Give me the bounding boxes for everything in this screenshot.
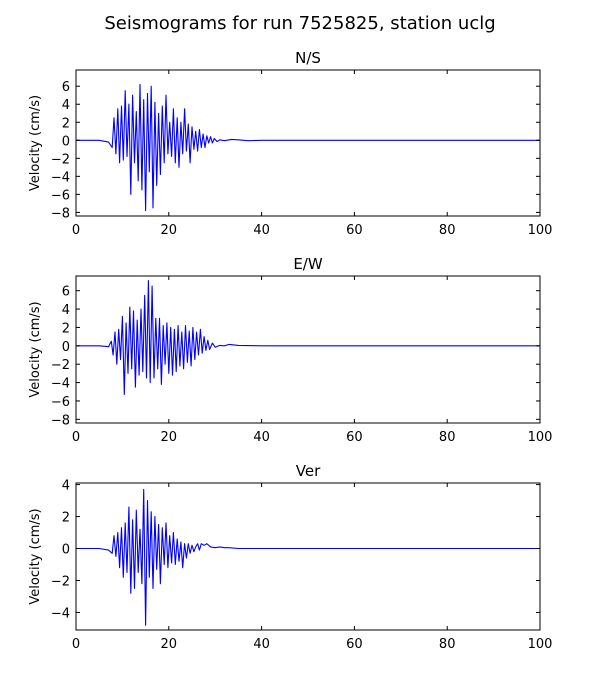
y-axis-label-ns: Velocity (cm/s) bbox=[28, 95, 43, 191]
y-tick-label: −4 bbox=[51, 377, 70, 392]
panel-title-ver: Ver bbox=[296, 462, 321, 480]
y-tick-label: 2 bbox=[62, 511, 70, 526]
x-tick-label: 0 bbox=[72, 223, 80, 238]
y-tick-label: 0 bbox=[62, 134, 70, 149]
trace-ew bbox=[76, 280, 540, 396]
y-tick-label: −6 bbox=[51, 188, 70, 203]
panel-ew: E/W 0 20 40 60 80 100 −8 −6 −4 −2 0 2 4 6 Velocity (cm/… bbox=[28, 255, 552, 445]
y-tick-label: −2 bbox=[51, 574, 70, 589]
x-tick-label: 80 bbox=[439, 430, 456, 445]
x-tick-label: 80 bbox=[439, 637, 456, 652]
y-tick-label: 0 bbox=[62, 340, 70, 355]
y-tick-label: 6 bbox=[62, 285, 70, 300]
x-tick-label: 40 bbox=[253, 223, 270, 238]
y-axis-label-ver: Velocity (cm/s) bbox=[28, 508, 43, 604]
y-tick-label: 4 bbox=[62, 98, 70, 113]
y-tick-label: 0 bbox=[62, 543, 70, 558]
y-tick-label: −8 bbox=[51, 413, 70, 428]
y-axis-label-ew: Velocity (cm/s) bbox=[28, 301, 43, 397]
panel-title-ns: N/S bbox=[295, 49, 321, 67]
panel-title-ew: E/W bbox=[293, 255, 323, 273]
trace-ver bbox=[76, 488, 540, 626]
x-tick-label: 20 bbox=[161, 223, 178, 238]
x-tick-label: 60 bbox=[346, 637, 363, 652]
y-tick-label: 2 bbox=[62, 116, 70, 131]
x-tick-label: 20 bbox=[161, 430, 178, 445]
y-tick-label: −2 bbox=[51, 358, 70, 373]
y-tick-label: −4 bbox=[51, 606, 70, 621]
y-tick-label: 2 bbox=[62, 321, 70, 336]
x-tick-label: 60 bbox=[346, 430, 363, 445]
x-tick-label: 0 bbox=[72, 430, 80, 445]
x-tick-label: 100 bbox=[528, 430, 553, 445]
figure-title: Seismograms for run 7525825, station ucl… bbox=[104, 13, 495, 34]
x-tick-label: 20 bbox=[161, 637, 178, 652]
axes-frame-ew bbox=[75, 275, 541, 424]
axes-frame-ns bbox=[75, 69, 541, 217]
y-tick-label: −2 bbox=[51, 152, 70, 167]
x-tick-label: 40 bbox=[253, 430, 270, 445]
x-tick-label: 80 bbox=[439, 223, 456, 238]
x-tick-label: 0 bbox=[72, 637, 80, 652]
x-tick-label: 60 bbox=[346, 223, 363, 238]
x-tick-label: 100 bbox=[528, 637, 553, 652]
panel-ver: Ver 0 20 40 60 80 100 −4 −2 0 2 4 Velocity (cm/s) bbox=[28, 462, 552, 652]
x-tick-label: 40 bbox=[253, 637, 270, 652]
y-tick-label: −8 bbox=[51, 206, 70, 221]
y-tick-label: −6 bbox=[51, 395, 70, 410]
x-tick-label: 100 bbox=[528, 223, 553, 238]
panel-ns: N/S 0 20 40 60 80 100 −8 −6 −4 −2 0 2 4 6 Velocity (cm/… bbox=[28, 49, 552, 238]
trace-ns bbox=[76, 83, 540, 212]
y-tick-label: 6 bbox=[62, 80, 70, 95]
y-tick-label: 4 bbox=[62, 303, 70, 318]
axes-frame-ver bbox=[75, 482, 541, 631]
y-tick-label: 4 bbox=[62, 479, 70, 494]
y-tick-label: −4 bbox=[51, 170, 70, 185]
